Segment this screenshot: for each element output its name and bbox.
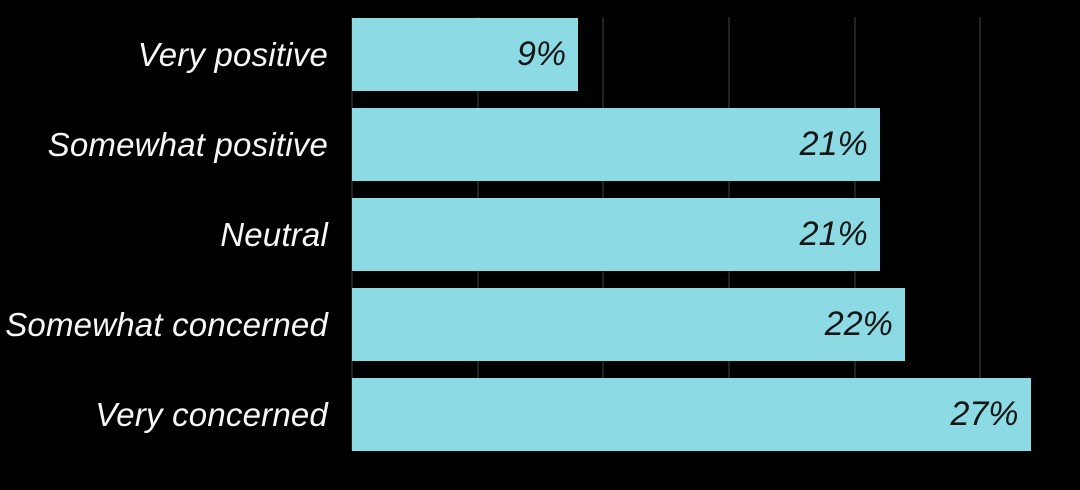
category-label: Somewhat concerned <box>5 305 328 343</box>
category-label: Somewhat positive <box>47 125 328 163</box>
category-label: Very positive <box>137 35 328 73</box>
gridline <box>979 17 982 450</box>
category-label: Very concerned <box>95 395 328 433</box>
bar: 21% <box>352 108 880 181</box>
value-label: 22% <box>824 305 893 343</box>
bar: 22% <box>352 288 905 361</box>
bar: 9% <box>352 18 579 91</box>
value-label: 21% <box>799 125 868 163</box>
value-label: 21% <box>799 215 868 253</box>
bar: 21% <box>352 198 880 271</box>
bar: 27% <box>352 378 1031 451</box>
value-label: 9% <box>517 35 567 73</box>
value-label: 27% <box>950 395 1019 433</box>
category-label: Neutral <box>220 215 328 253</box>
